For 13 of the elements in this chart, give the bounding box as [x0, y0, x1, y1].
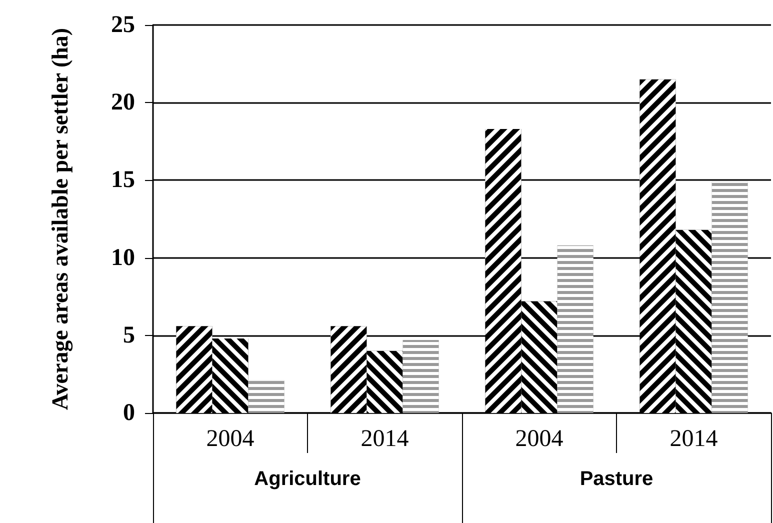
y-tick-label: 25 [111, 12, 135, 38]
y-tick-label: 0 [123, 400, 135, 426]
y-tick-label: 5 [123, 322, 135, 348]
x-tick-label: 2014 [670, 426, 718, 452]
text: Pasture [580, 468, 654, 490]
y-tick-label: 15 [111, 167, 135, 194]
y-axis-title: Average areas available per settler (ha) [48, 28, 74, 410]
y-tick-label: 10 [111, 244, 135, 271]
x-tick-label: 2004 [206, 426, 254, 452]
x-tick-label: 2014 [360, 426, 409, 452]
y-tick-label: 20 [111, 90, 135, 116]
text: Agriculture [254, 468, 361, 490]
x-tick-label: 2004 [515, 426, 564, 452]
